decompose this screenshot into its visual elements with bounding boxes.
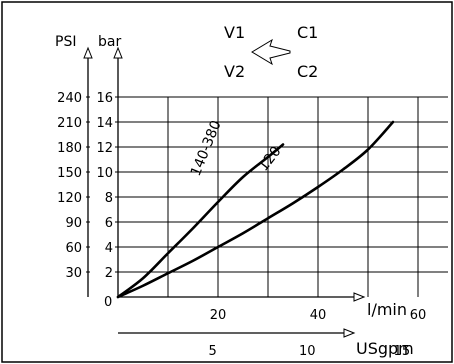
series-label-140-380: 140-380 [188, 118, 225, 178]
y2-axis-title: PSI [55, 34, 76, 50]
y-tick-label: 14 [96, 116, 113, 131]
y2-tick-label: 90 [65, 216, 82, 231]
symbol-label-v2: V2 [224, 62, 245, 81]
y-tick-label: 2 [105, 266, 113, 281]
y-axis-title: bar [98, 34, 121, 50]
x-tick-label: 40 [310, 308, 327, 323]
y2-tick-label: 180 [57, 141, 82, 156]
symbol-label-c1: C1 [297, 23, 318, 42]
y2-tick-label: 120 [57, 191, 82, 206]
x2-tick-label: 5 [208, 344, 216, 359]
y-tick-label: 12 [96, 141, 113, 156]
flow-direction-arrow-icon [251, 38, 291, 66]
y2-tick-label: 60 [65, 241, 82, 256]
y2-tick-label: 150 [57, 166, 82, 181]
x-tick-label: 20 [210, 308, 227, 323]
axis-origin-label: 0 [104, 295, 112, 310]
y-tick-label: 16 [96, 91, 113, 106]
x-tick-label: 60 [410, 308, 427, 323]
y2-tick-label: 210 [57, 116, 82, 131]
series-line-140-380 [116, 143, 285, 299]
chart-grid [118, 96, 448, 297]
x2-axis-title: USgpm [356, 339, 414, 358]
x-axis-title: l/min [367, 300, 407, 319]
x2-axis [118, 328, 356, 338]
y-tick-label: 6 [105, 216, 113, 231]
y-tick-label: 8 [105, 191, 113, 206]
series-line-120 [116, 120, 395, 299]
y-tick-label: 4 [105, 241, 113, 256]
chart-series [116, 120, 395, 299]
y-tick-label: 10 [96, 166, 113, 181]
y2-tick-label: 30 [65, 266, 82, 281]
symbol-label-c2: C2 [297, 62, 318, 81]
symbol-label-v1: V1 [224, 23, 245, 42]
y2-tick-label: 240 [57, 91, 82, 106]
x-axis [118, 292, 366, 302]
x2-tick-label: 10 [299, 344, 316, 359]
x2-tick-label: 15 [394, 344, 411, 359]
